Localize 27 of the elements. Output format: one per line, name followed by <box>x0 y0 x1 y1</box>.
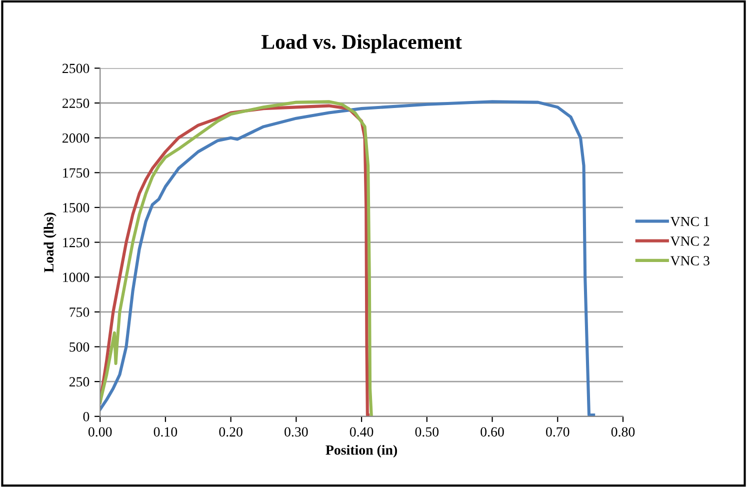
legend-label: VNC 2 <box>670 236 710 246</box>
y-axis-title: Load (lbs) <box>44 212 56 272</box>
y-tick-label: 2250 <box>62 98 90 108</box>
x-tick-label: 0.20 <box>219 427 242 437</box>
line-series <box>100 100 596 416</box>
y-tick-label: 1000 <box>63 272 90 282</box>
y-tick-label: 1750 <box>63 168 90 178</box>
legend-label: VNC 1 <box>670 216 710 226</box>
x-tick-label: 0.10 <box>154 427 178 437</box>
y-tick-label: 1500 <box>63 203 90 212</box>
y-tick-label: 2500 <box>62 64 90 74</box>
x-tick-label: 0.40 <box>350 427 374 437</box>
y-tick-label: 1250 <box>63 238 90 248</box>
y-tick-label: 500 <box>70 342 90 352</box>
y-tick-label: 0 <box>83 412 90 422</box>
y-tick-label: 2000 <box>62 133 90 143</box>
y-tick-label: 250 <box>69 377 90 387</box>
x-tick-label: 0.00 <box>88 427 112 437</box>
legend-label: VNC 3 <box>670 256 710 266</box>
x-tick-label: 0.60 <box>480 427 504 437</box>
x-tick-label: 0.30 <box>284 427 308 437</box>
x-tick-label: 0.50 <box>415 427 439 437</box>
x-axis-title: Position (in) <box>326 444 398 458</box>
x-tick-label: 0.80 <box>611 427 635 437</box>
y-tick-label: 750 <box>70 308 90 317</box>
x-tick-label: 0.70 <box>546 427 570 437</box>
chart-title: Load vs. Displacement <box>261 34 462 54</box>
